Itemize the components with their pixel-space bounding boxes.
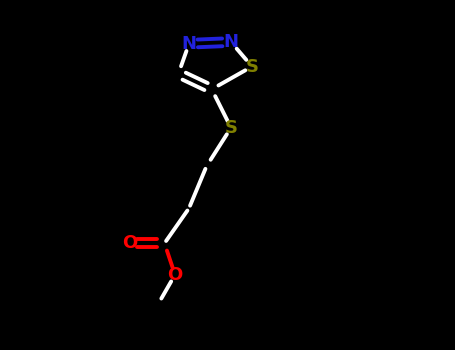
Text: O: O (122, 234, 137, 252)
Text: S: S (224, 119, 238, 137)
Text: O: O (167, 266, 182, 284)
Text: N: N (182, 35, 197, 53)
Text: S: S (246, 57, 258, 76)
Text: N: N (223, 33, 238, 51)
